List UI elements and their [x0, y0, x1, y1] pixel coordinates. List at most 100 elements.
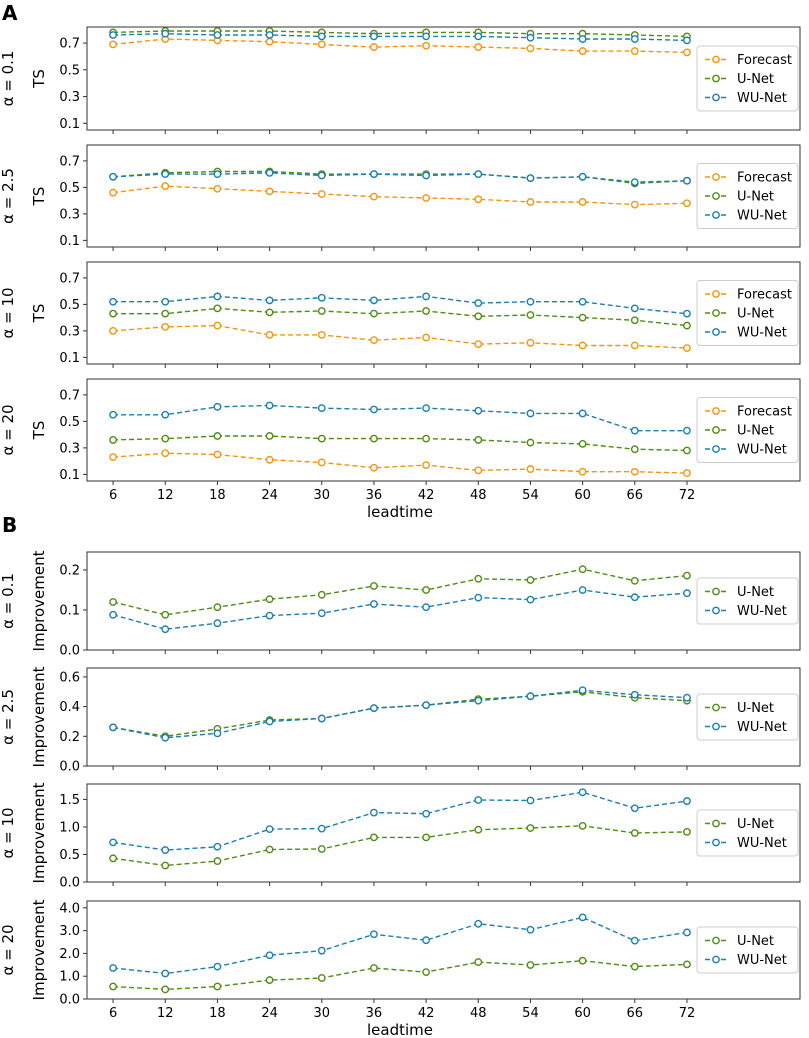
data-point-wu-net: [422, 603, 431, 612]
legend-label-u-net: U-Net: [737, 585, 774, 600]
data-point-u-net: [578, 565, 587, 574]
data-point-wu-net: [370, 32, 378, 41]
data-point-forecast: [630, 467, 639, 476]
data-point-u-net: [161, 434, 170, 443]
legend-marker-wu-net: [712, 211, 720, 219]
data-point-u-net: [578, 821, 587, 830]
data-point-u-net: [317, 590, 326, 599]
data-point-wu-net: [578, 788, 587, 797]
data-point-wu-net: [422, 809, 431, 818]
data-point-wu-net: [578, 35, 587, 43]
data-point-wu-net: [578, 172, 587, 181]
series-line-forecast: [113, 38, 688, 54]
data-point-wu-net: [317, 946, 326, 955]
data-point-u-net: [422, 586, 431, 594]
data-point-wu-net: [683, 797, 691, 805]
data-point-wu-net: [578, 409, 587, 418]
y-tick-label: 0.0: [59, 876, 80, 891]
data-point-wu-net: [526, 796, 535, 805]
panel-letter-a: A: [2, 1, 18, 25]
data-point-u-net: [109, 598, 117, 606]
legend-marker-forecast: [712, 173, 720, 181]
data-point-forecast: [526, 198, 535, 206]
y-tick-label: 0.3: [59, 441, 80, 456]
y-tick-label: 0.3: [59, 207, 80, 222]
data-point-wu-net: [109, 964, 117, 972]
data-point-wu-net: [161, 969, 170, 978]
data-point-forecast: [370, 336, 378, 345]
legend-marker-wu-net: [712, 606, 720, 615]
data-point-forecast: [370, 43, 378, 51]
legend: Forecast U-Net WU-Net: [696, 280, 799, 346]
y-tick-label: 0.1: [59, 604, 80, 619]
x-tick-label: 54: [522, 1006, 539, 1021]
data-point-u-net: [683, 827, 691, 836]
y-tick-label: 0.5: [59, 181, 80, 196]
series-line-forecast: [113, 452, 688, 474]
legend-label-wu-net: WU-Net: [737, 91, 787, 106]
chart-3: 0.1 0.3 0.5 0.7 TS α = 10 Forecast U-Net WU-Net: [0, 261, 801, 368]
data-point-forecast: [265, 455, 274, 464]
data-point-u-net: [317, 434, 326, 443]
chart-7: 0.0 0.5 1.0 1.5 Improvement α = 10 U-Net WU-Net: [0, 782, 801, 891]
data-point-wu-net: [109, 172, 117, 181]
legend: Forecast U-Net WU-Net: [696, 45, 799, 112]
data-point-forecast: [683, 48, 691, 57]
legend-marker-u-net: [712, 74, 720, 83]
data-point-forecast: [213, 184, 222, 193]
data-point-wu-net: [109, 297, 117, 306]
data-point-wu-net: [161, 297, 170, 306]
y-tick-label: 0.1: [59, 117, 80, 132]
plot-frame: [86, 26, 801, 131]
data-point-forecast: [526, 465, 535, 473]
legend-label-u-net: U-Net: [737, 701, 774, 716]
data-point-u-net: [422, 833, 431, 842]
data-point-forecast: [474, 466, 483, 475]
data-point-wu-net: [683, 589, 691, 598]
x-tick-label: 60: [574, 488, 591, 503]
row-label: α = 20: [0, 924, 17, 975]
y-tick-label: 0.5: [59, 298, 80, 313]
y-tick-label: 0.7: [59, 271, 80, 286]
data-point-wu-net: [474, 593, 483, 602]
row-label: α = 2.5: [0, 689, 17, 745]
plot-frame: [86, 261, 801, 365]
data-point-forecast: [683, 344, 691, 353]
y-tick-label: 0.5: [59, 63, 80, 78]
series-line-u-net: [113, 170, 688, 185]
data-point-u-net: [474, 574, 483, 583]
plot-frame: [86, 378, 801, 482]
x-tick-label: 66: [627, 488, 644, 503]
series-line-u-net: [112, 691, 688, 738]
data-point-wu-net: [213, 842, 222, 851]
data-point-u-net: [370, 309, 378, 318]
legend-box: [696, 926, 799, 974]
x-axis-label: leadtime: [367, 1021, 433, 1038]
data-point-wu-net: [474, 32, 483, 41]
legend-label-u-net: U-Net: [737, 934, 774, 949]
data-point-u-net: [683, 321, 691, 330]
data-point-wu-net: [526, 692, 535, 701]
y-tick-label: 0.1: [59, 351, 80, 366]
y-tick-label: 0.0: [59, 993, 80, 1008]
legend-box: [696, 45, 799, 112]
series-line-wu-net: [113, 404, 687, 432]
x-tick-label: 36: [366, 1006, 383, 1021]
legend-label-wu-net: WU-Net: [737, 604, 787, 619]
data-point-wu-net: [683, 309, 691, 318]
legend-box: [696, 577, 799, 625]
data-point-u-net: [213, 982, 222, 991]
data-point-forecast: [317, 190, 326, 198]
y-tick-label: 0.1: [59, 468, 80, 483]
data-point-wu-net: [317, 609, 326, 618]
data-point-forecast: [161, 323, 170, 331]
data-point-wu-net: [422, 171, 431, 180]
data-point-wu-net: [265, 717, 274, 726]
y-tick-label: 0.0: [59, 644, 80, 659]
legend-label-u-net: U-Net: [737, 424, 774, 439]
data-point-wu-net: [683, 928, 691, 937]
data-point-wu-net: [213, 402, 222, 411]
data-point-forecast: [265, 37, 274, 46]
y-tick-label: 2.0: [59, 947, 80, 962]
